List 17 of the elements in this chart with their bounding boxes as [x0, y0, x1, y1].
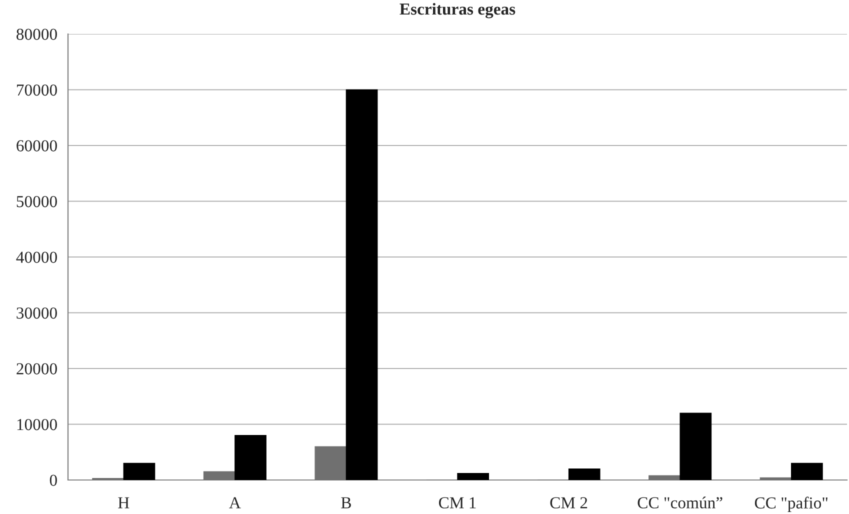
x-tick-label: H — [118, 497, 130, 508]
x-tick-label: CM 1 — [438, 497, 476, 508]
x-tick-label: CC "común” — [638, 496, 722, 508]
y-tick-label: 30000 — [16, 307, 57, 319]
y-tick-label: 20000 — [16, 363, 57, 374]
y-tick-label: 60000 — [16, 140, 57, 152]
x-tick-label: CC "pafio" — [754, 496, 828, 512]
chart-title: Escrituras egeas — [400, 2, 516, 18]
y-tick-label: 40000 — [16, 252, 57, 263]
x-tick-label: B — [341, 497, 351, 508]
x-tick-label: A — [229, 497, 241, 508]
x-tick-label: CM 2 — [550, 497, 588, 508]
y-tick-label: 50000 — [16, 196, 57, 208]
y-tick-label: 0 — [50, 474, 57, 486]
y-tick-label: 70000 — [17, 84, 57, 96]
y-tick-label: 10000 — [17, 418, 57, 430]
y-tick-label: 80000 — [16, 28, 57, 40]
